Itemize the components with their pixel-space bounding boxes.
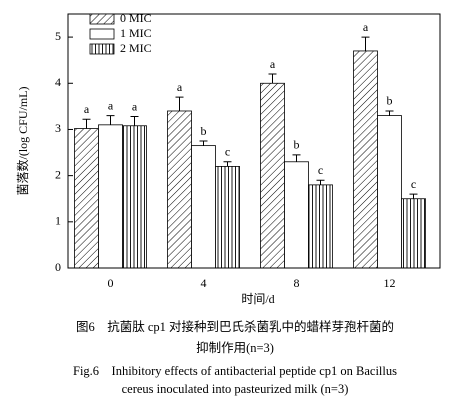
significance-letter: c — [411, 177, 416, 191]
legend-swatch — [89, 13, 115, 25]
error-bar — [106, 115, 115, 125]
significance-letter: b — [294, 138, 300, 152]
significance-letter: a — [84, 102, 90, 116]
y-tick-label: 4 — [55, 75, 61, 89]
error-bar — [316, 179, 325, 185]
significance-letter: a — [270, 57, 276, 71]
bar — [377, 115, 402, 269]
error-bar — [223, 161, 232, 167]
x-tick-label: 4 — [201, 276, 207, 290]
x-tick-label: 8 — [294, 276, 300, 290]
y-tick-label: 3 — [55, 121, 61, 135]
legend-label: 0 MIC — [120, 11, 152, 25]
bar — [284, 161, 309, 269]
x-tick-label: 0 — [108, 276, 114, 290]
caption: Fig.6 Inhibitory effects of antibacteria… — [73, 364, 397, 378]
error-bar — [82, 118, 91, 129]
error-bar — [385, 110, 394, 116]
error-bar — [199, 140, 208, 146]
caption: cereus inoculated into pasteurized milk … — [122, 382, 349, 396]
y-tick-label: 1 — [55, 214, 61, 228]
x-axis-label: 时间/d — [241, 292, 274, 306]
plot-frame — [67, 13, 441, 269]
error-bar — [361, 36, 370, 51]
legend-swatch — [89, 43, 115, 55]
bar — [308, 184, 333, 269]
significance-letter: c — [318, 163, 323, 177]
bar — [167, 110, 192, 269]
significance-letter: b — [201, 124, 207, 138]
error-bar — [292, 154, 301, 162]
significance-letter: a — [363, 20, 369, 34]
y-tick-label: 2 — [55, 167, 61, 181]
significance-letter: b — [387, 94, 393, 108]
bar — [260, 82, 285, 269]
significance-letter: a — [132, 99, 138, 113]
legend-label: 2 MIC — [120, 41, 152, 55]
caption: 图6 抗菌肽 cp1 对接种到巴氏杀菌乳中的蜡样芽孢杆菌的 — [76, 319, 394, 334]
bar — [401, 198, 426, 269]
y-tick-label: 5 — [55, 29, 61, 43]
significance-letter: a — [108, 98, 114, 112]
significance-letter: c — [225, 145, 230, 159]
significance-letter: a — [177, 80, 183, 94]
error-bar — [409, 193, 418, 199]
legend-swatch — [89, 28, 115, 40]
x-tick-label: 12 — [384, 276, 396, 290]
error-bar — [268, 73, 277, 84]
bar — [74, 128, 99, 269]
bar — [191, 145, 216, 269]
bar — [122, 125, 147, 269]
bar — [353, 50, 378, 269]
bar — [215, 165, 240, 269]
y-tick-label: 0 — [55, 260, 61, 274]
bar — [98, 124, 123, 269]
caption: 抑制作用(n=3) — [196, 340, 274, 355]
y-axis-label: 菌落数/(log CFU/mL) — [15, 86, 30, 195]
legend-label: 1 MIC — [120, 26, 152, 40]
error-bar — [175, 96, 184, 111]
error-bar — [130, 116, 139, 126]
